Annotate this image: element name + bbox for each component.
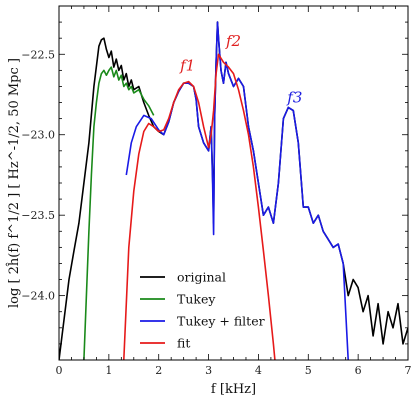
series-line-tukey — [83, 66, 155, 360]
series-layer — [59, 21, 408, 360]
x-axis-title: f [kHz] — [211, 382, 256, 397]
legend-label: Tukey + filter — [177, 314, 265, 329]
peak-annotation: f1 — [179, 56, 195, 74]
y-axis-title: log [ 2ĥ(f) f^1/2 ] [ Hz^-1/2, 50 Mpc ] — [6, 58, 22, 308]
y-tick-label: −23.5 — [21, 209, 55, 222]
y-tick-label: −24.0 — [21, 290, 55, 303]
x-tick-label: 4 — [255, 364, 262, 377]
y-tick-label: −22.5 — [21, 48, 55, 61]
peak-annotation: f2 — [225, 32, 241, 50]
legend-label: original — [177, 270, 226, 285]
x-tick-label: 5 — [305, 364, 312, 377]
axes-layer — [58, 5, 409, 361]
legend: original Tukey Tukey + filter fit — [140, 270, 265, 351]
labels-layer: 0 1 2 3 4 5 6 7 −24.0 −23.5 −23.0 −22.5 f [kHz] log [… — [6, 32, 412, 397]
y-tick-label: −23.0 — [21, 129, 55, 142]
x-tick-label: 6 — [355, 364, 362, 377]
peak-annotation: f3 — [286, 89, 302, 107]
x-tick-label: 0 — [56, 364, 63, 377]
legend-label: Tukey — [177, 292, 216, 307]
x-tick-label: 7 — [405, 364, 412, 377]
series-line-fit — [123, 53, 276, 360]
legend-label: fit — [177, 336, 190, 351]
x-tick-label: 3 — [205, 364, 212, 377]
x-tick-label: 1 — [105, 364, 112, 377]
x-tick-label: 2 — [155, 364, 162, 377]
